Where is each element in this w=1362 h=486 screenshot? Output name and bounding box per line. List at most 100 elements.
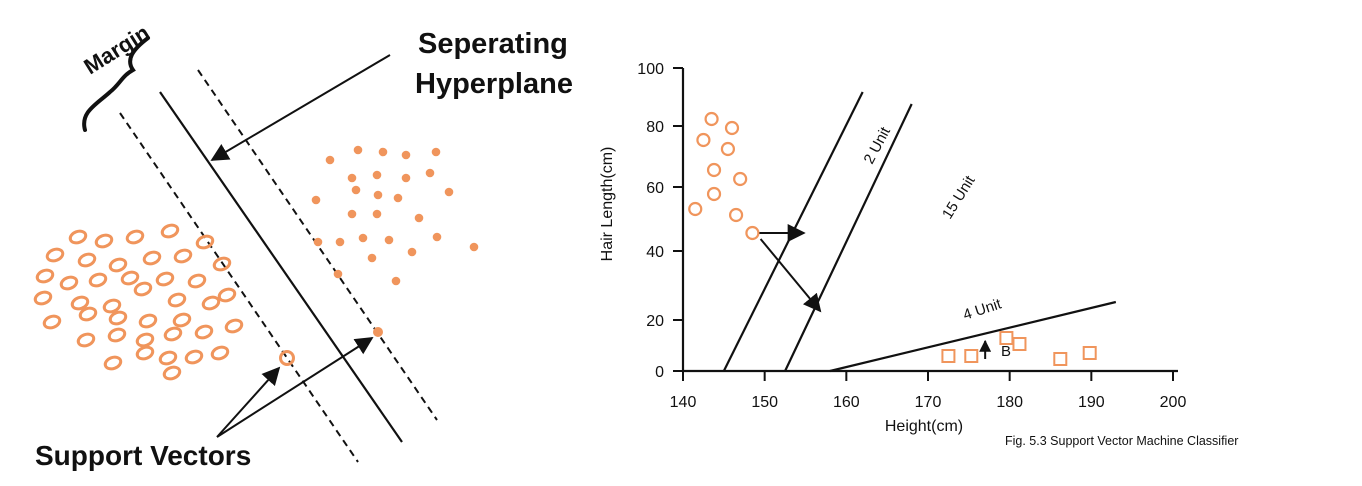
class-b-point <box>333 269 343 279</box>
class-b-point <box>367 253 377 263</box>
class-a-point <box>45 247 65 263</box>
hyperplane-label-line1: Seperating <box>418 28 568 60</box>
class-b-point <box>347 209 357 219</box>
class-b-point <box>353 145 363 155</box>
line-label-4-unit: 4 Unit <box>961 295 1004 324</box>
svm-scatter-chart: 0 20 40 60 80 100 140 150 160 170 180 190 200 Heigh… <box>599 61 1238 448</box>
class-a-point <box>59 275 79 291</box>
class-a-point <box>108 257 128 273</box>
support-vector-ring <box>279 350 295 366</box>
class-a-point <box>77 252 97 268</box>
x-axis-label: Height(cm) <box>885 418 963 435</box>
class-b-point <box>431 147 441 157</box>
margin-label: Margin <box>79 20 153 79</box>
class-a-point <box>102 298 122 314</box>
class-a-point <box>224 318 244 334</box>
support-vector-arrow-1 <box>216 366 281 438</box>
support-vectors-label: Support Vectors <box>35 440 251 471</box>
y-tick-label: 60 <box>646 180 664 197</box>
hyperplane-pointer-arrow <box>210 54 391 161</box>
x-tick-label: 190 <box>1078 394 1105 411</box>
line-label-15-unit: 15 Unit <box>939 172 979 222</box>
class-b-point <box>432 232 442 242</box>
circle-marker <box>704 111 719 127</box>
class-a-point <box>173 248 193 264</box>
class-b-point <box>378 147 388 157</box>
class-a-point <box>68 229 88 245</box>
class-a-point <box>125 229 145 245</box>
class-a-point <box>76 332 96 348</box>
class-b-point <box>313 237 323 247</box>
circle-marker <box>728 207 744 223</box>
class-a-point <box>172 312 192 328</box>
class-a-point <box>195 234 215 250</box>
class-a-point <box>155 271 175 287</box>
class-a-point <box>163 326 183 342</box>
square-marker <box>1053 352 1068 366</box>
class-a-point <box>167 292 187 308</box>
class-b-point <box>384 235 394 245</box>
class-a-point <box>133 281 153 297</box>
circle-marker <box>720 141 736 157</box>
y-tick-label: 80 <box>646 119 664 136</box>
class-a-point <box>108 310 128 326</box>
class-b-point <box>444 187 454 197</box>
x-ticks: 140 150 160 170 180 190 200 <box>670 371 1187 411</box>
scatter-points <box>688 111 1097 366</box>
class-b-point <box>325 155 335 165</box>
class-a-point <box>78 306 98 322</box>
y-tick-label: 100 <box>637 61 664 78</box>
class-a-point <box>135 345 155 361</box>
svm-concept-diagram: Margin Seperating Hyperplane Support Vec… <box>33 20 573 471</box>
square-marker <box>941 349 956 363</box>
y-axis-label: Hair Length(cm) <box>599 147 616 262</box>
class-b-point <box>469 242 479 252</box>
class-a-point <box>33 290 53 306</box>
x-tick-label: 160 <box>833 394 860 411</box>
class-a-point <box>42 314 62 330</box>
x-tick-label: 180 <box>996 394 1023 411</box>
class-b-point <box>414 213 424 223</box>
x-tick-label: 170 <box>915 394 942 411</box>
circle-marker <box>724 120 740 136</box>
class-b-point <box>401 173 411 183</box>
point-label-b: B <box>1001 343 1011 360</box>
class-a-point <box>120 270 140 286</box>
class-a-points <box>33 223 244 381</box>
class-b-point <box>311 195 321 205</box>
circle-marker <box>706 162 722 178</box>
circle-marker <box>706 186 722 202</box>
class-a-point <box>160 223 180 239</box>
circle-marker <box>733 171 748 187</box>
support-vector-dot <box>373 327 383 337</box>
class-a-point <box>158 350 178 366</box>
y-tick-label: 40 <box>646 244 664 261</box>
y-tick-label: 0 <box>655 364 664 381</box>
class-b-point <box>358 233 368 243</box>
class-a-point <box>138 313 158 329</box>
class-a-point <box>201 295 221 311</box>
class-a-point <box>194 324 214 340</box>
class-b-point <box>393 193 403 203</box>
circle-marker <box>745 225 760 241</box>
class-b-point <box>335 237 345 247</box>
square-marker <box>964 349 979 363</box>
chart-arrows <box>752 224 992 359</box>
class-a-point <box>88 272 108 288</box>
class-a-point <box>162 365 182 381</box>
circle-marker <box>696 132 711 148</box>
y-ticks: 0 20 40 60 80 100 <box>637 61 683 381</box>
class-a-point <box>187 273 207 289</box>
class-b-point <box>407 247 417 257</box>
class-b-point <box>391 276 401 286</box>
class-a-point <box>103 355 123 371</box>
square-marker <box>1082 346 1097 360</box>
x-tick-label: 140 <box>670 394 697 411</box>
class-b-point <box>373 190 383 200</box>
class-a-point <box>184 349 204 365</box>
square-marker <box>999 331 1014 345</box>
square-marker <box>1012 337 1027 351</box>
x-tick-label: 200 <box>1160 394 1187 411</box>
class-b-points <box>311 145 479 286</box>
